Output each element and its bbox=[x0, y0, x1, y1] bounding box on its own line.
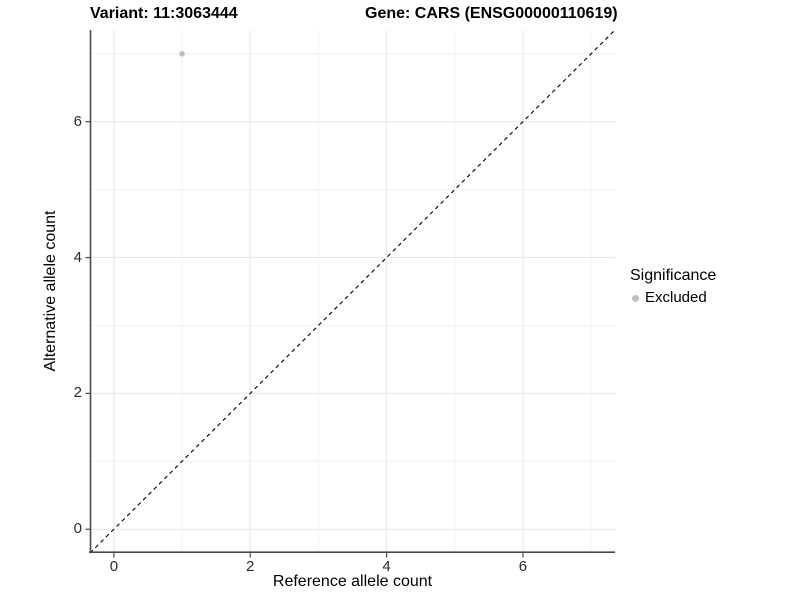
legend: Significance Excluded bbox=[630, 266, 716, 307]
x-axis-title: Reference allele count bbox=[272, 573, 433, 590]
y-tick-label-4: 4 bbox=[73, 248, 82, 266]
y-tick-label-0: 0 bbox=[73, 520, 82, 538]
x-tick-label-6: 6 bbox=[518, 558, 528, 575]
y-tick-label-2: 2 bbox=[73, 384, 82, 402]
plot-title-variant: Variant: 11:3063444 bbox=[90, 5, 238, 22]
plot-panel bbox=[85, 29, 616, 558]
y-axis-title: Alternative allele count bbox=[42, 210, 59, 372]
x-tick-label-0: 0 bbox=[109, 558, 119, 575]
identity-dashed-line bbox=[89, 29, 616, 554]
x-tick-label-4: 4 bbox=[382, 558, 391, 575]
y-tick-label-6: 6 bbox=[73, 112, 82, 130]
plot-title-gene: Gene: CARS (ENSG00000110619) bbox=[365, 5, 618, 22]
x-tick-label-2: 2 bbox=[246, 558, 255, 575]
excluded-point-swatch-icon bbox=[632, 294, 639, 302]
legend-entry-label: Excluded bbox=[645, 289, 707, 306]
legend-entry-excluded: Excluded bbox=[630, 289, 716, 307]
scatter-plot-canvas bbox=[85, 29, 616, 558]
data-point-excluded bbox=[179, 50, 185, 57]
legend-title: Significance bbox=[630, 267, 717, 284]
